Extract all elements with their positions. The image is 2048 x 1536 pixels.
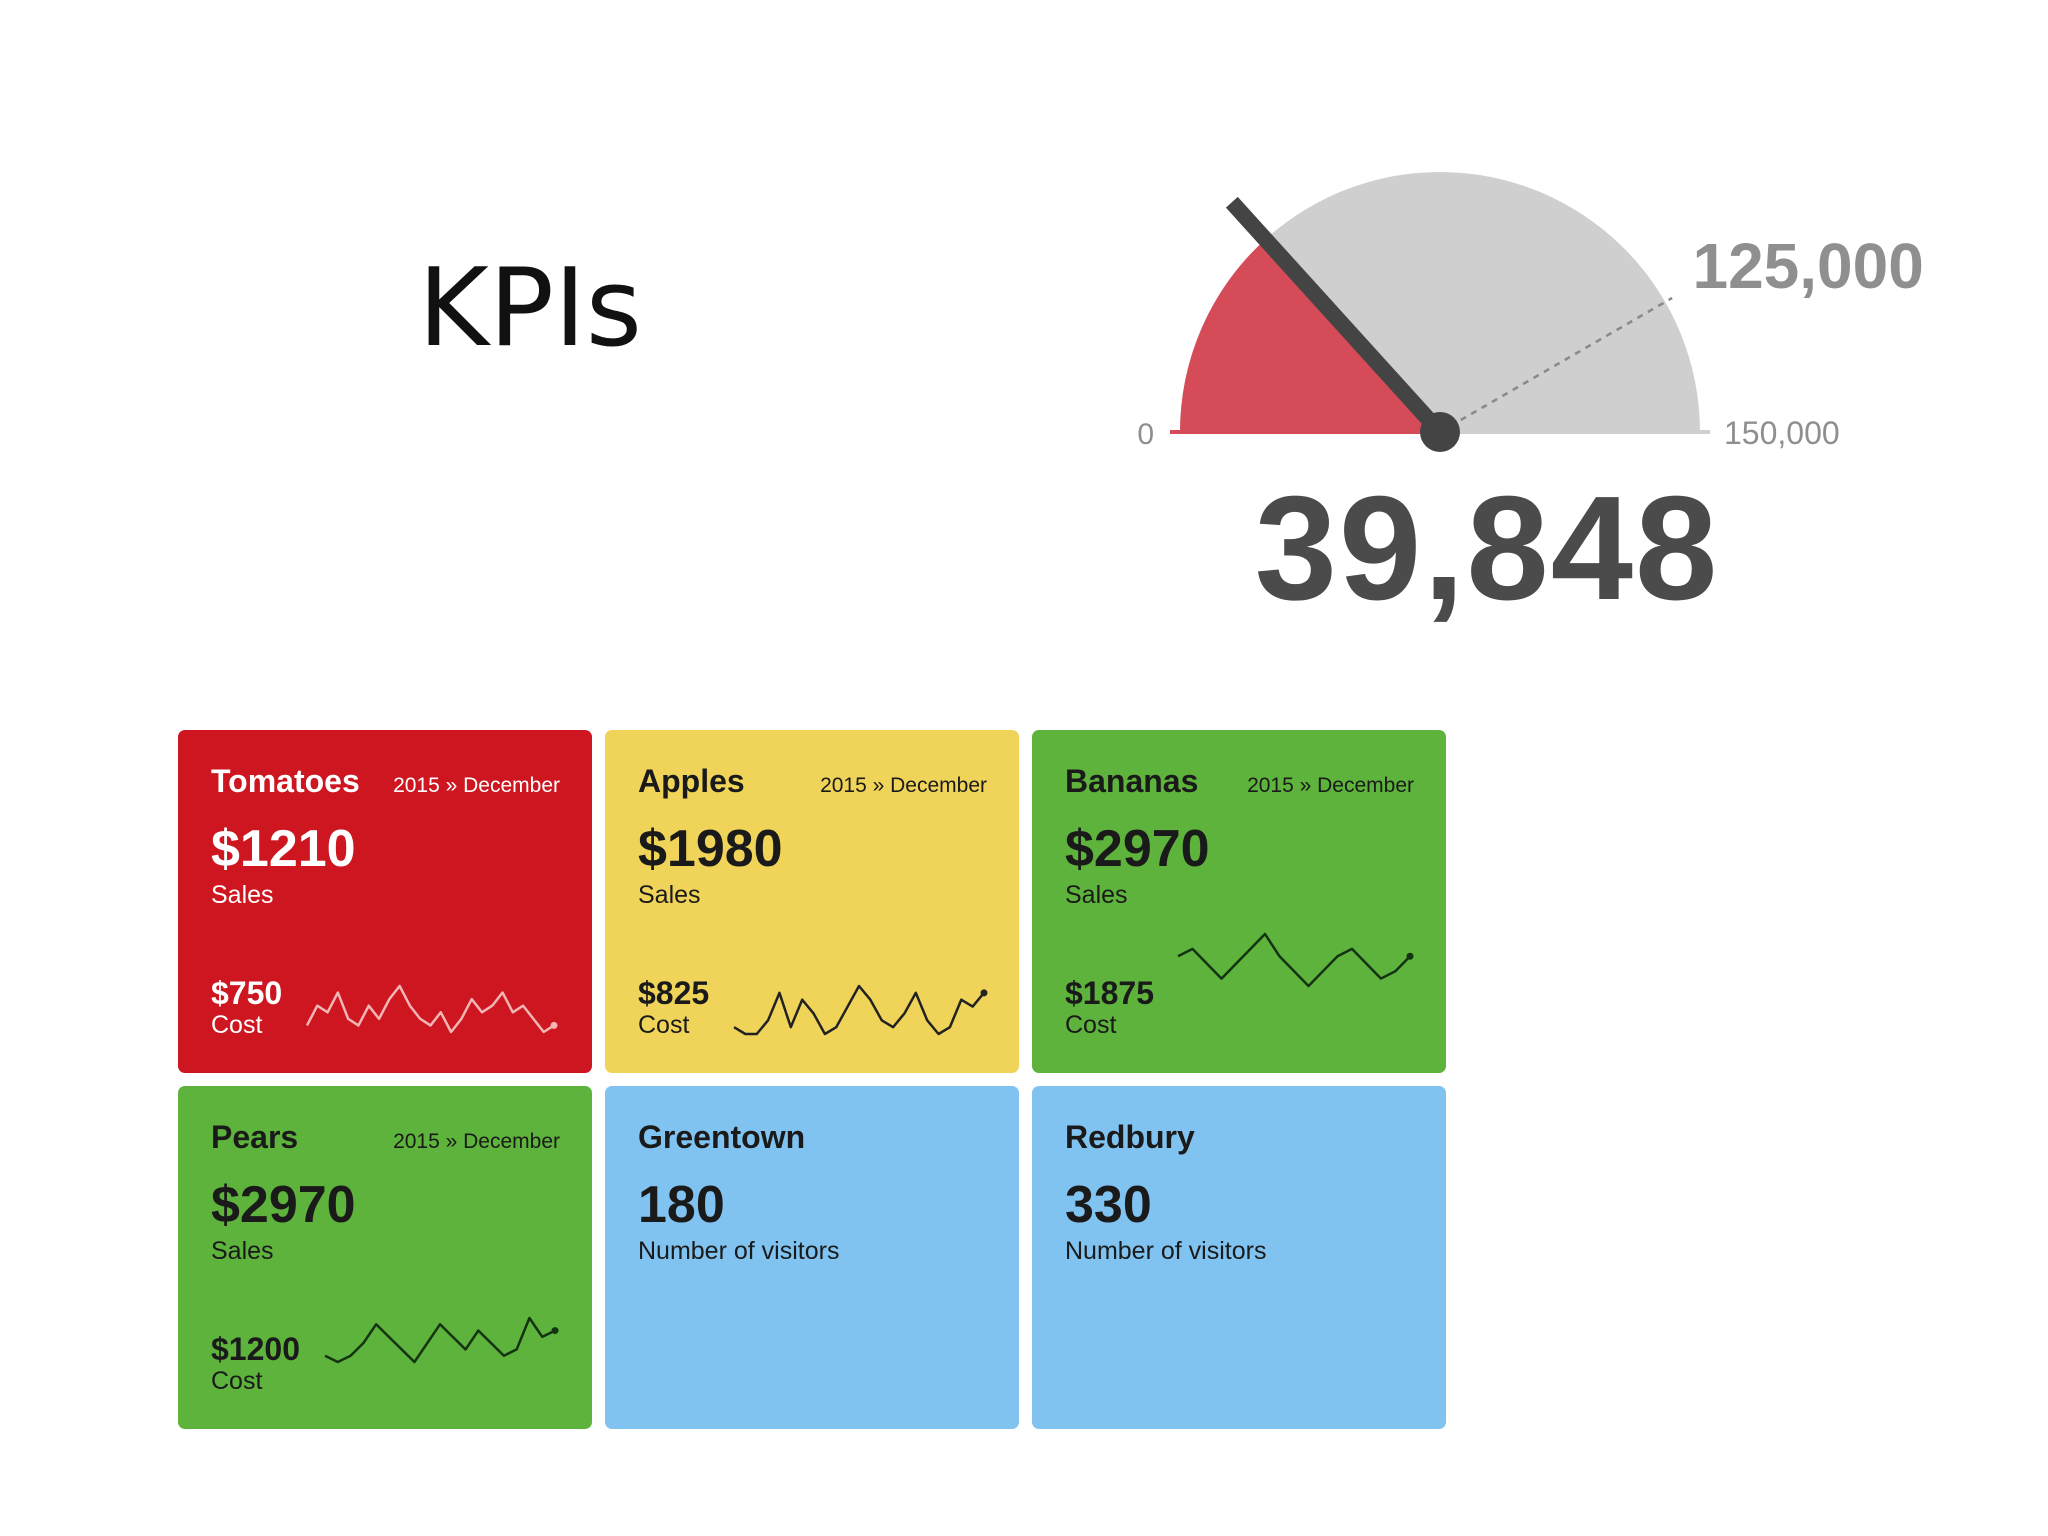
tile-name: Bananas	[1065, 763, 1199, 799]
tile-cost-value: $1200	[211, 1331, 300, 1368]
tile-name: Redbury	[1065, 1119, 1195, 1155]
tile-sparkline	[324, 1316, 559, 1364]
tile-main-value: $1210	[211, 820, 356, 878]
kpi-tile-greentown[interactable]: Greentown 180 Number of visitors	[605, 1086, 1019, 1429]
kpi-tile-bananas[interactable]: Bananas 2015 » December $2970 Sales $187…	[1032, 730, 1446, 1073]
sparkline-path	[733, 984, 985, 1036]
sparkline-end-dot	[550, 1021, 558, 1029]
sparkline-path	[1177, 932, 1411, 988]
tile-cost-value: $825	[638, 975, 710, 1012]
tile-name: Apples	[638, 763, 745, 799]
page-title: KPIs	[418, 246, 643, 371]
gauge-chart: 0 150,000 125,000	[1137, 172, 1924, 452]
tile-period: 2015 » December	[393, 774, 560, 797]
gauge-min-label: 0	[1137, 418, 1154, 451]
tile-main-value: 330	[1065, 1176, 1152, 1234]
tile-cost: $750 Cost	[211, 976, 282, 1039]
tile-main-label: Sales	[211, 1237, 274, 1265]
tile-cost: $1200 Cost	[211, 1332, 300, 1395]
gauge-value-fill	[1180, 239, 1440, 432]
kpi-tile-tomatoes[interactable]: Tomatoes 2015 » December $1210 Sales $75…	[178, 730, 592, 1073]
tile-cost-label: Cost	[638, 1010, 690, 1039]
sparkline-end-dot	[1406, 952, 1414, 960]
tile-period: 2015 » December	[1247, 774, 1414, 797]
tile-main-label: Sales	[638, 881, 701, 909]
kpi-tile-grid: Tomatoes 2015 » December $1210 Sales $75…	[178, 730, 1446, 1432]
tile-main-value: $1980	[638, 820, 783, 878]
tile-cost: $1875 Cost	[1065, 976, 1154, 1039]
tile-cost-label: Cost	[211, 1010, 263, 1039]
tile-sparkline	[1177, 932, 1414, 988]
tile-sparkline	[305, 984, 558, 1034]
sparkline-path	[305, 984, 555, 1034]
tile-main-value: $2970	[1065, 820, 1210, 878]
gauge-value: 39,848	[1254, 466, 1720, 631]
gauge-needle	[1225, 196, 1446, 438]
kpi-tile-apples[interactable]: Apples 2015 » December $1980 Sales $825 …	[605, 730, 1019, 1073]
tile-cost-label: Cost	[211, 1366, 263, 1395]
tile-main-label: Number of visitors	[1065, 1237, 1267, 1265]
gauge-needle-hub	[1420, 412, 1460, 452]
sparkline-path	[324, 1316, 556, 1364]
tile-name: Greentown	[638, 1119, 806, 1155]
tile-sparkline	[733, 984, 988, 1036]
tile-name: Tomatoes	[211, 763, 360, 799]
gauge-target-line	[1439, 296, 1673, 434]
tile-cost-value: $750	[211, 975, 283, 1012]
tile-cost: $825 Cost	[638, 976, 709, 1039]
tile-cost-label: Cost	[1065, 1010, 1117, 1039]
tile-main-label: Sales	[1065, 881, 1128, 909]
gauge-target-label: 125,000	[1692, 230, 1923, 302]
kpi-tile-pears[interactable]: Pears 2015 » December $2970 Sales $1200 …	[178, 1086, 592, 1429]
tile-period: 2015 » December	[820, 774, 987, 797]
sparkline-end-dot	[551, 1327, 559, 1335]
tile-main-value: 180	[638, 1176, 725, 1234]
sparkline-end-dot	[980, 989, 988, 997]
sales-gauge: 0 150,000 125,000 39,848	[1100, 150, 2000, 650]
tile-name: Pears	[211, 1119, 299, 1155]
kpi-tile-redbury[interactable]: Redbury 330 Number of visitors	[1032, 1086, 1446, 1429]
tile-cost-value: $1875	[1065, 975, 1154, 1012]
tile-main-value: $2970	[211, 1176, 356, 1234]
gauge-max-label: 150,000	[1724, 415, 1840, 451]
tile-period: 2015 » December	[393, 1130, 560, 1153]
tile-main-label: Number of visitors	[638, 1237, 840, 1265]
tile-main-label: Sales	[211, 881, 274, 909]
